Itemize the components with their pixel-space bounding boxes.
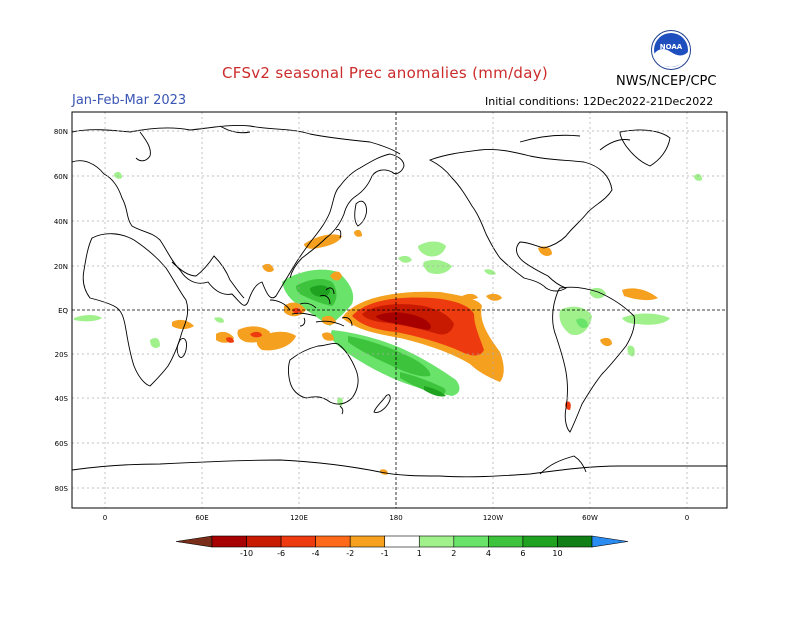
lon-label: 120E (290, 514, 308, 522)
coast-africa (82, 233, 189, 387)
colorbar-swatch (557, 535, 593, 548)
lat-label: 40N (54, 218, 68, 226)
equator-dateline (72, 112, 727, 508)
coast-japan (335, 200, 367, 239)
logo-lettering: NOAA (660, 43, 683, 51)
colorbar-label: -10 (240, 549, 253, 558)
map-frame (71, 111, 728, 509)
lat-label: 80N (54, 128, 68, 136)
coastlines (72, 125, 727, 478)
coast-north-america (428, 134, 631, 292)
colorbar-swatch (453, 535, 489, 548)
chart-title: CFSv2 seasonal Prec anomalies (mm/day) (222, 64, 549, 82)
initial-conditions-label: Initial conditions: 12Dec2022-21Dec2022 (485, 95, 714, 108)
colorbar-swatch (211, 535, 247, 548)
colorbar-swatch (280, 535, 316, 548)
colorbar-label: 10 (552, 549, 562, 558)
colorbar-label: -4 (312, 549, 320, 558)
season-label: Jan-Feb-Mar 2023 (72, 93, 187, 108)
coast-madagascar (176, 338, 187, 358)
colorbar-swatch (384, 535, 420, 548)
colorbar-arrow-high (591, 535, 629, 548)
lon-label: 180 (389, 514, 402, 522)
lat-label: 80S (55, 485, 69, 493)
colorbar-arrow-low (175, 535, 213, 548)
colorbar-swatch (349, 535, 386, 548)
graticule (72, 112, 727, 508)
coast-islands (269, 287, 353, 327)
colorbar-swatch (315, 535, 351, 548)
lon-label: 0 (685, 514, 689, 522)
lat-label: 20N (54, 263, 68, 271)
colorbar-label: 4 (486, 549, 491, 558)
colorbar-swatch (246, 535, 282, 548)
wet-anomaly-pacific-core (376, 312, 431, 330)
colorbar-label: -6 (277, 549, 285, 558)
noaa-logo-icon: NOAA (651, 30, 691, 70)
lon-label: 60W (582, 514, 598, 522)
lat-label: 20S (55, 351, 69, 359)
coast-south-america (552, 286, 635, 433)
colorbar-swatch (522, 535, 558, 548)
coast-greenland (619, 129, 671, 167)
anomaly-fields (74, 171, 702, 475)
colorbar-label: -2 (346, 549, 354, 558)
lon-label: 60E (195, 514, 208, 522)
agency-label: NWS/NCEP/CPC (616, 74, 717, 89)
coast-arabia-india (171, 255, 245, 299)
lat-label: EQ (58, 307, 68, 315)
coast-antarctica (72, 459, 727, 478)
colorbar-label: -1 (381, 549, 389, 558)
colorbar-label: 6 (520, 549, 525, 558)
lat-label: 40S (55, 395, 69, 403)
colorbar-label: 1 (417, 549, 422, 558)
colorbar: -10 -6 -4 -2 -1 1 2 4 6 10 (175, 535, 629, 558)
lon-label: 0 (103, 514, 107, 522)
colorbar-swatch (488, 535, 524, 548)
lon-label: 120W (483, 514, 503, 522)
lat-label: 60S (55, 440, 69, 448)
lat-label: 60N (54, 173, 68, 181)
coast-new-zealand (373, 394, 391, 413)
coast-eurasia (72, 125, 405, 306)
colorbar-label: 2 (451, 549, 456, 558)
colorbar-swatch (418, 535, 455, 548)
